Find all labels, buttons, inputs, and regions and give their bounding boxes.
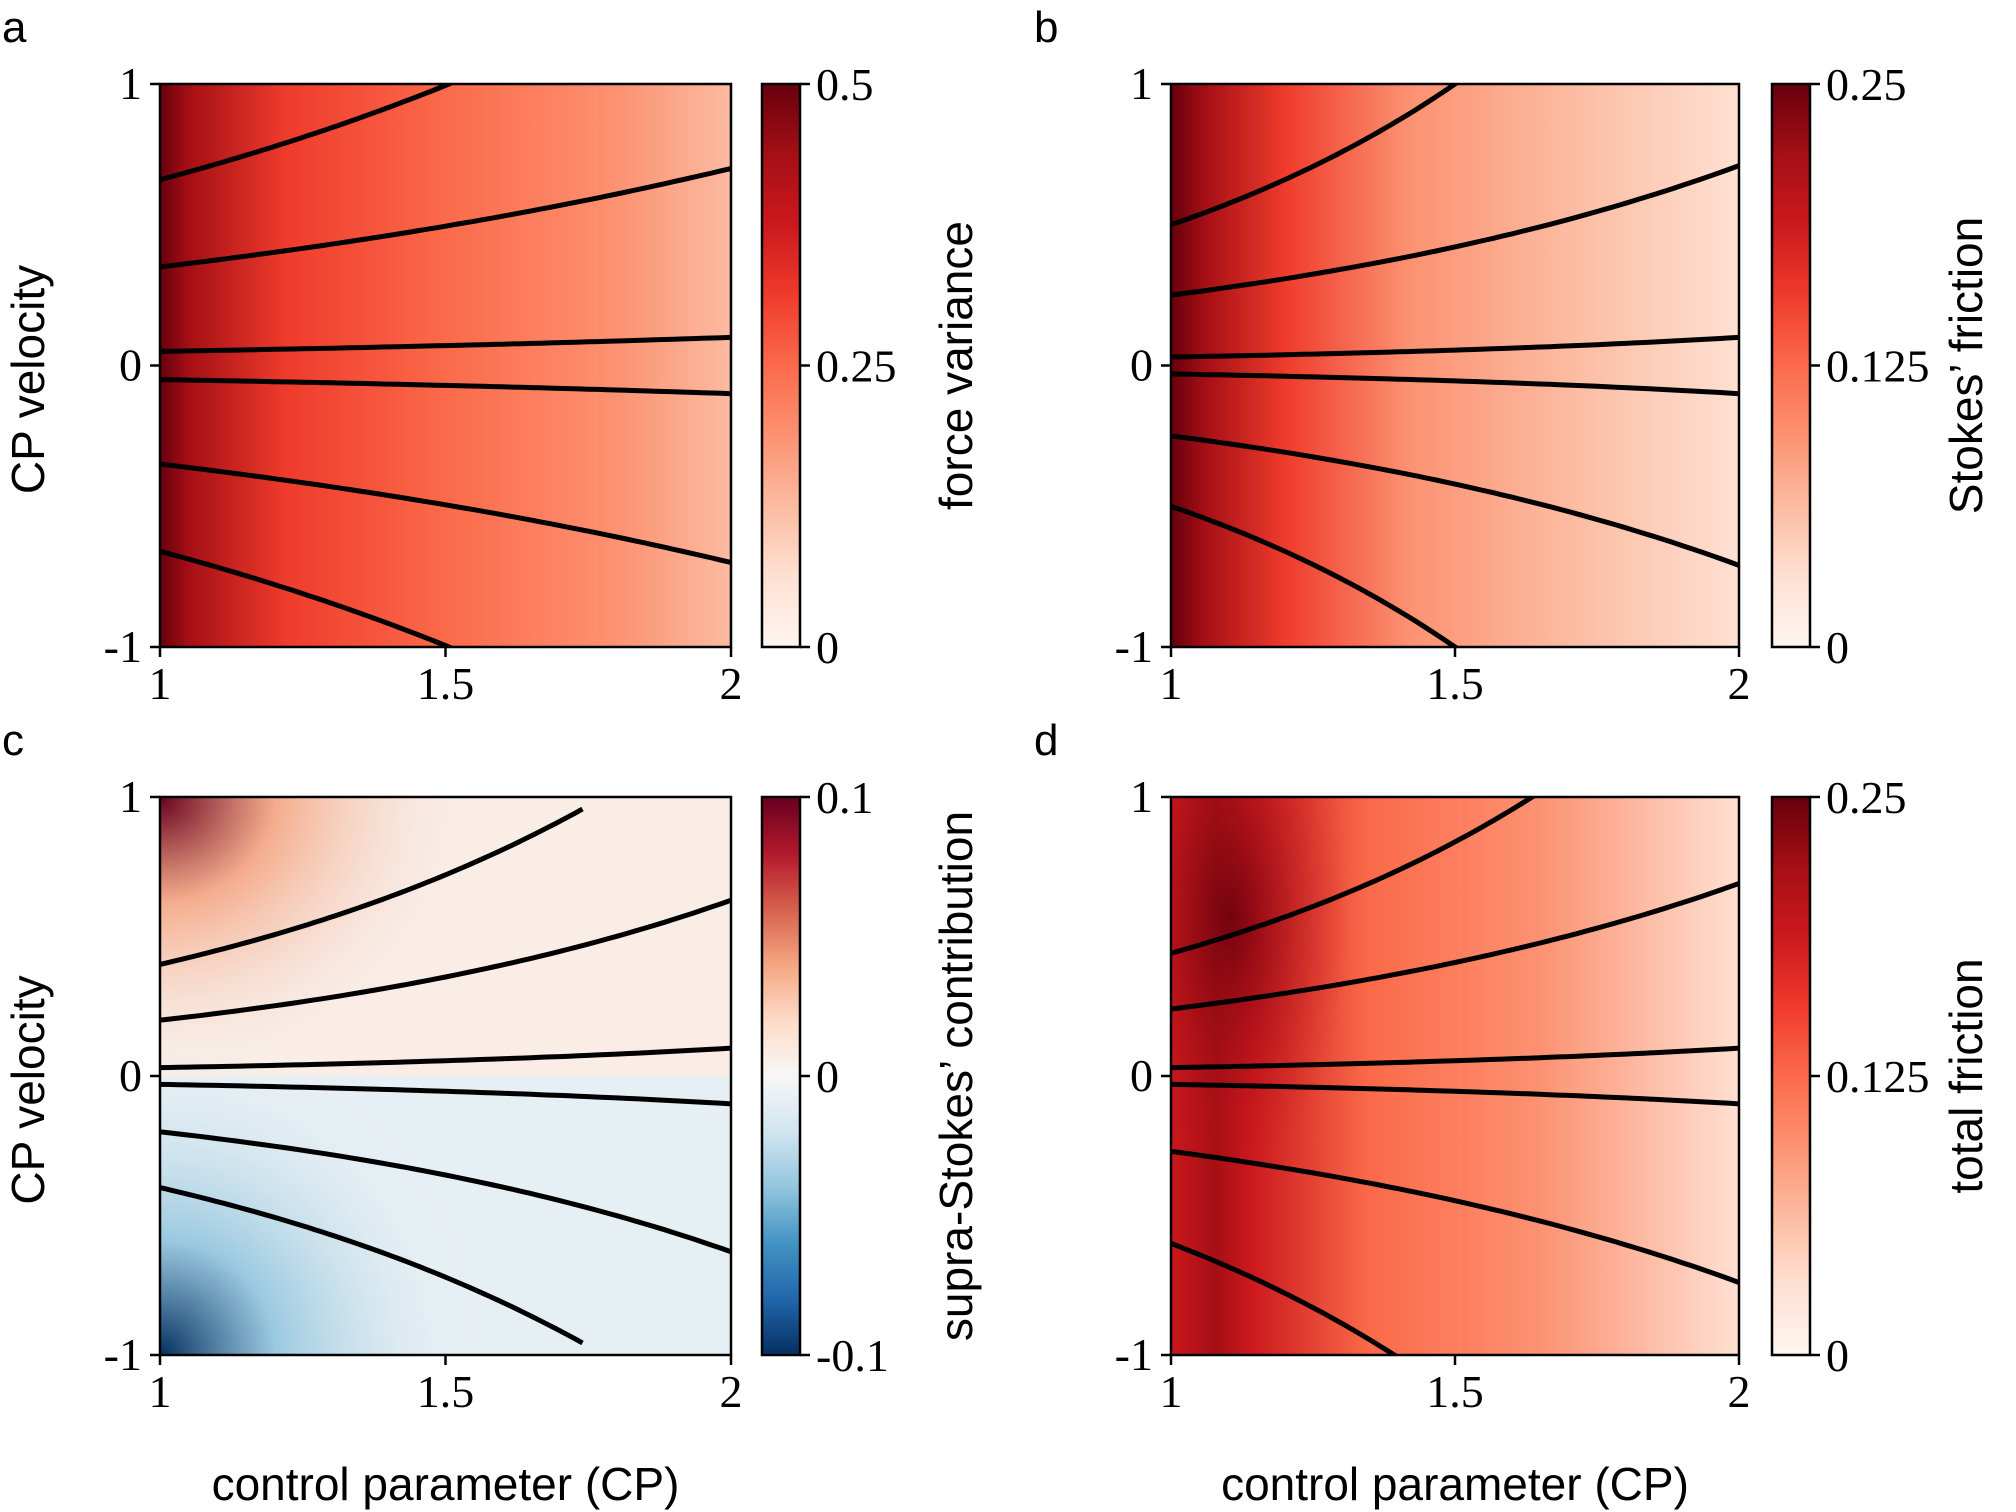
contour-line [1171, 1241, 1399, 1355]
y-tick-label: 1 [1130, 771, 1153, 822]
y-tick-label: -1 [1115, 621, 1153, 672]
contour-line [160, 84, 453, 183]
heatmap-b [1171, 84, 1739, 647]
panel-c: 1 1.5 2 -1 0 1 c CP velocity control parameter (… [2, 716, 982, 1510]
contour-line [160, 897, 731, 1023]
colorbar-label: total friction [1940, 958, 1992, 1193]
contour-line [160, 461, 731, 565]
colorbar-label: Stokes’ friction [1940, 217, 1992, 514]
colorbar-tick-label: 0.25 [816, 341, 897, 392]
colorbar-gradient [760, 795, 802, 1357]
contour-lines [160, 84, 731, 647]
y-tick-label: 1 [1130, 58, 1153, 109]
colorbar-tick-label: -0.1 [816, 1330, 889, 1381]
y-tick-label: 0 [1130, 340, 1153, 391]
x-tick-label: 2 [720, 658, 743, 709]
x-axis-label: control parameter (CP) [212, 1458, 680, 1510]
contour-line [160, 1129, 731, 1255]
colorbar-label: supra-Stokes’ contribution [930, 811, 982, 1341]
x-tick-label: 2 [1728, 658, 1751, 709]
x-tick-label: 1.5 [417, 1366, 475, 1417]
colorbar-tick-label: 0.25 [1826, 59, 1907, 110]
contour-line [160, 1185, 584, 1346]
x-tick-label: 2 [720, 1366, 743, 1417]
colorbar-tick-label: 0.125 [1826, 341, 1930, 392]
y-tick-label: 0 [119, 1050, 142, 1101]
heatmap-a [160, 84, 731, 647]
contour-line [160, 1081, 731, 1107]
heatmap-positive-lobe [160, 797, 490, 1097]
x-tick-label: 1 [149, 658, 172, 709]
colorbar-d: 0 0.125 0.25 total friction [1770, 772, 1992, 1381]
colorbar-tick-label: 0 [1826, 622, 1849, 673]
x-tick-label: 2 [1728, 1366, 1751, 1417]
x-axis-label: control parameter (CP) [1221, 1458, 1689, 1510]
heatmap-fill [160, 84, 731, 647]
contour-line [1171, 371, 1739, 397]
colorbar-b: 0 0.125 0.25 Stokes’ friction [1770, 59, 1992, 673]
x-tick-label: 1 [1160, 1366, 1183, 1417]
heatmap-highlight [1171, 797, 1351, 1177]
panel-label: b [1034, 3, 1058, 52]
panel-label: a [2, 3, 27, 52]
contour-line [1171, 163, 1739, 298]
contour-line [160, 806, 584, 967]
y-tick-label: 0 [1130, 1050, 1153, 1101]
contour-line [160, 1045, 731, 1071]
y-tick-label: -1 [1115, 1329, 1153, 1380]
heatmap-c [160, 797, 731, 1355]
y-tick-label: 1 [119, 771, 142, 822]
colorbar-tick-label: 0.1 [816, 772, 874, 823]
contour-line [1171, 433, 1739, 568]
contour-line [160, 334, 731, 354]
contour-line [1171, 334, 1739, 360]
panel-d: 1 1.5 2 -1 0 1 d control parameter (CP) 0 0.125 0.… [1034, 716, 1992, 1510]
contour-line [160, 548, 453, 647]
heatmap-fill [1171, 84, 1739, 647]
colorbar-c: -0.1 0 0.1 supra-Stokes’ contribution [760, 772, 982, 1381]
contour-line [160, 377, 731, 397]
contour-lines [160, 806, 731, 1346]
contour-line [1171, 1045, 1739, 1071]
y-axis-label: CP velocity [2, 975, 54, 1204]
colorbar-gradient [1770, 82, 1812, 649]
contour-line [160, 166, 731, 270]
panel-label: c [2, 716, 24, 765]
panel-label: d [1034, 716, 1058, 765]
x-tick-label: 1 [149, 1366, 172, 1417]
panel-a: 1 1.5 2 -1 0 1 a CP velocity 0 0.25 0.5 force varia… [2, 3, 982, 709]
panel-b: 1 1.5 2 -1 0 1 b 0 0.125 0.25 Stokes’ friction [1034, 3, 1992, 709]
x-tick-label: 1.5 [1426, 658, 1484, 709]
colorbar-tick-label: 0 [816, 622, 839, 673]
colorbar-tick-label: 0.125 [1826, 1051, 1930, 1102]
colorbar-gradient [1770, 795, 1812, 1357]
x-tick-label: 1 [1160, 658, 1183, 709]
colorbar-label: force variance [930, 221, 982, 510]
colorbar-tick-label: 0.25 [1826, 772, 1907, 823]
heatmap-negative-lobe [160, 1025, 490, 1355]
x-tick-label: 1.5 [417, 658, 475, 709]
contour-line [1171, 797, 1537, 956]
contour-line [1171, 1148, 1739, 1285]
contour-line [1171, 1081, 1739, 1107]
y-tick-label: -1 [104, 1329, 142, 1380]
y-tick-label: 0 [119, 340, 142, 391]
colorbar-gradient [760, 82, 802, 649]
colorbar-a: 0 0.25 0.5 force variance [760, 59, 982, 673]
y-tick-label: 1 [119, 58, 142, 109]
colorbar-tick-label: 0 [816, 1051, 839, 1102]
x-tick-label: 1.5 [1426, 1366, 1484, 1417]
y-tick-label: -1 [104, 621, 142, 672]
contour-line [1171, 84, 1460, 228]
contour-lines [1171, 84, 1739, 647]
heatmap-d [1171, 797, 1739, 1355]
colorbar-tick-label: 0 [1826, 1330, 1849, 1381]
y-axis-label: CP velocity [2, 265, 54, 494]
contour-line [1171, 503, 1460, 647]
colorbar-tick-label: 0.5 [816, 59, 874, 110]
contour-lines [1171, 797, 1739, 1355]
contour-line [1171, 881, 1739, 1012]
